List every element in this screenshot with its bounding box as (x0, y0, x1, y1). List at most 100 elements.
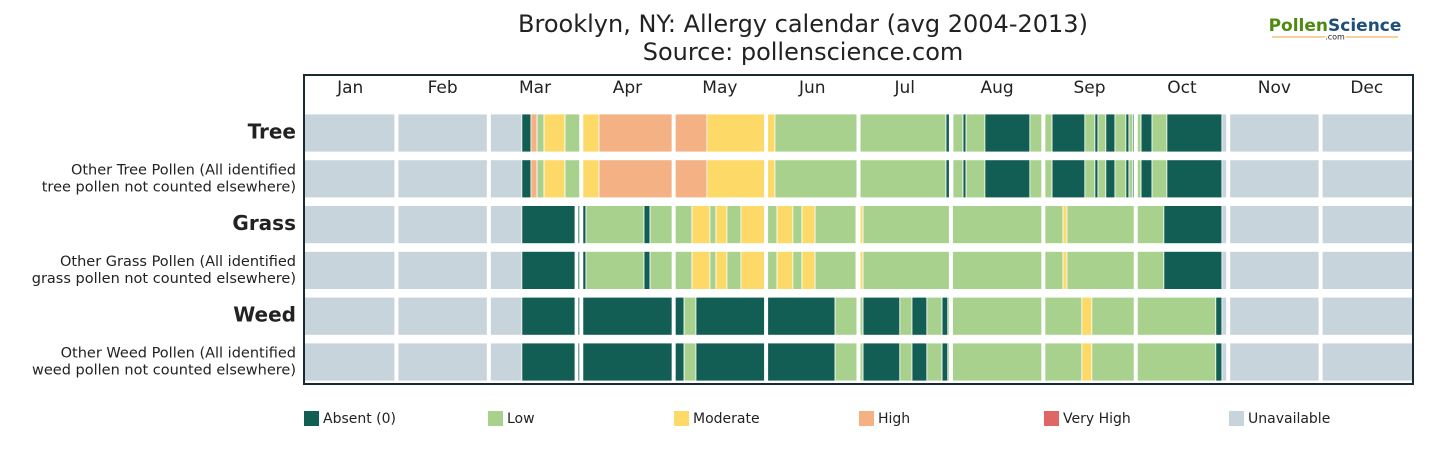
calendar-cell (521, 113, 532, 153)
row-label: Other Weed Pollen (All identified (61, 346, 296, 362)
legend-swatch (674, 411, 689, 426)
calendar-cell (726, 250, 742, 290)
month-label: Apr (613, 78, 642, 98)
calendar-cell (521, 159, 532, 199)
month-gap (394, 114, 399, 382)
calendar-cell (691, 250, 711, 290)
calendar-cell (691, 205, 711, 245)
calendar-cell (965, 113, 986, 153)
row-label: Other Grass Pollen (All identified (60, 254, 296, 270)
calendar-cell (1125, 159, 1130, 199)
calendar-cell (521, 250, 576, 290)
calendar-cell (740, 250, 766, 290)
calendar-cell (776, 205, 794, 245)
month-label: May (702, 78, 737, 98)
calendar-cell (564, 159, 581, 199)
calendar-cell (1140, 113, 1153, 153)
calendar-cell (564, 113, 581, 153)
chart-subtitle: Source: pollenscience.com (643, 38, 964, 66)
calendar-cell (911, 296, 928, 336)
calendar-cell (814, 205, 857, 245)
calendar-cell (1105, 159, 1116, 199)
month-gap (579, 114, 584, 382)
calendar-cell (1029, 113, 1053, 153)
calendar-cell (926, 342, 943, 382)
calendar-cell (649, 205, 693, 245)
calendar-cell (543, 113, 566, 153)
month-label: Mar (519, 78, 551, 98)
month-gap (486, 114, 491, 382)
calendar-cell (740, 205, 766, 245)
month-label: Jul (893, 78, 915, 98)
calendar-cell (1051, 159, 1086, 199)
calendar-cell (862, 205, 1064, 245)
row-label: weed pollen not counted elsewhere) (32, 363, 296, 379)
calendar-cell (862, 342, 901, 382)
calendar-cell (1140, 159, 1153, 199)
calendar-cell (862, 296, 901, 336)
month-label: Sep (1074, 78, 1106, 98)
calendar-cell (1097, 159, 1107, 199)
calendar-cell (726, 205, 742, 245)
legend-swatch (304, 411, 319, 426)
calendar-cell (1221, 250, 1414, 290)
month-label: Jun (798, 78, 826, 98)
calendar-cell (1081, 296, 1093, 336)
calendar-cell (1091, 296, 1217, 336)
calendar-cell (598, 159, 708, 199)
month-gap (948, 114, 953, 382)
logo-part: Pollen (1269, 16, 1328, 36)
legend-swatch (488, 411, 503, 426)
calendar-cell (899, 342, 913, 382)
calendar-cell (1094, 159, 1099, 199)
calendar-cell (530, 113, 538, 153)
calendar-cell (862, 250, 1064, 290)
month-gap (856, 114, 861, 382)
calendar-cell (1114, 113, 1127, 153)
calendar-cell (1066, 205, 1165, 245)
calendar-cell (941, 342, 949, 382)
calendar-cell (1166, 159, 1223, 199)
calendar-cell (1091, 342, 1217, 382)
calendar-cell (1215, 296, 1223, 336)
legend-label: Very High (1063, 411, 1131, 427)
calendar-cell (899, 296, 913, 336)
calendar-cell (1105, 113, 1116, 153)
calendar-cell (965, 159, 986, 199)
month-label: Aug (981, 78, 1014, 98)
month-gap (1041, 114, 1046, 382)
calendar-cell (984, 113, 1031, 153)
calendar-cell (530, 159, 538, 199)
calendar-cell (1151, 159, 1168, 199)
month-gap (1318, 114, 1323, 382)
row-label: grass pollen not counted elsewhere) (32, 271, 296, 287)
calendar-cell (1128, 113, 1134, 153)
calendar-cell (801, 205, 816, 245)
calendar-cell (521, 296, 576, 336)
calendar-cell (1221, 342, 1414, 382)
calendar-cell (1128, 159, 1134, 199)
calendar-cell (585, 250, 645, 290)
calendar-cell (1081, 342, 1093, 382)
calendar-cell (643, 205, 651, 245)
calendar-cell (776, 250, 794, 290)
calendar-cell (1221, 205, 1414, 245)
calendar-cell (1215, 342, 1223, 382)
plot-border (303, 74, 1414, 385)
month-label: Oct (1167, 78, 1197, 98)
row-label: Weed (233, 303, 296, 327)
month-gap (1133, 114, 1138, 382)
legend-swatch (859, 411, 874, 426)
calendar-cell (1166, 113, 1223, 153)
month-gap (1226, 114, 1231, 382)
calendar-cell (1221, 159, 1414, 199)
chart-title: Brooklyn, NY: Allergy calendar (avg 2004… (518, 10, 1088, 38)
calendar-cell (715, 250, 728, 290)
calendar-cell (585, 205, 645, 245)
calendar-cell (303, 113, 523, 153)
legend-label: Absent (0) (323, 411, 396, 427)
calendar-cell (1097, 113, 1107, 153)
calendar-cell (1029, 159, 1053, 199)
legend-label: High (878, 411, 910, 427)
calendar-cell (792, 205, 803, 245)
